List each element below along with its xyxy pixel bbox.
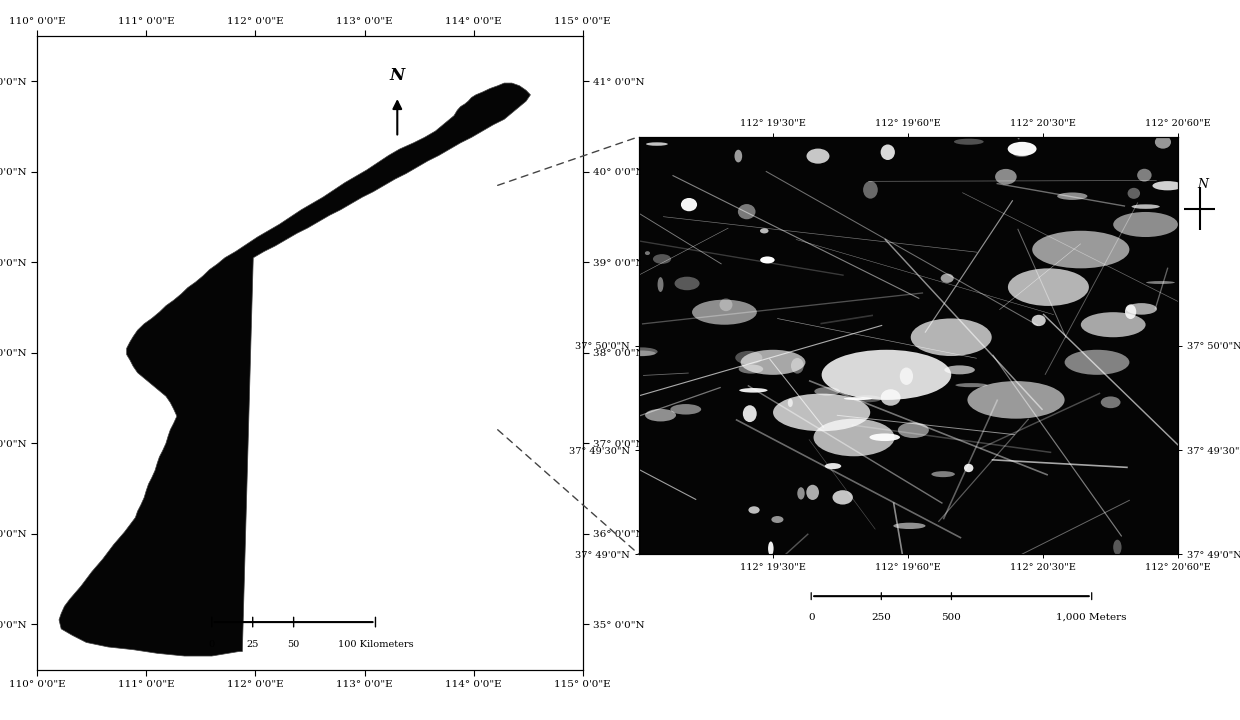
Ellipse shape bbox=[994, 169, 1017, 184]
Ellipse shape bbox=[735, 351, 763, 364]
Ellipse shape bbox=[739, 388, 768, 392]
Ellipse shape bbox=[1114, 212, 1178, 237]
Ellipse shape bbox=[1114, 540, 1121, 555]
Ellipse shape bbox=[1032, 315, 1045, 326]
Ellipse shape bbox=[760, 256, 775, 264]
Ellipse shape bbox=[773, 394, 870, 431]
Text: 500: 500 bbox=[941, 613, 961, 622]
Ellipse shape bbox=[825, 463, 841, 469]
Ellipse shape bbox=[806, 485, 818, 500]
Ellipse shape bbox=[822, 350, 951, 400]
Ellipse shape bbox=[880, 145, 895, 160]
Text: 250: 250 bbox=[872, 613, 892, 622]
Text: 0: 0 bbox=[808, 613, 815, 622]
Ellipse shape bbox=[653, 254, 671, 264]
Ellipse shape bbox=[657, 277, 663, 292]
Ellipse shape bbox=[1013, 150, 1029, 157]
Ellipse shape bbox=[692, 300, 756, 325]
Ellipse shape bbox=[625, 347, 657, 356]
Ellipse shape bbox=[880, 390, 900, 406]
Ellipse shape bbox=[945, 365, 975, 374]
Ellipse shape bbox=[734, 150, 743, 163]
Ellipse shape bbox=[893, 523, 925, 529]
Ellipse shape bbox=[815, 387, 839, 395]
Ellipse shape bbox=[719, 298, 733, 311]
Ellipse shape bbox=[898, 422, 929, 438]
Ellipse shape bbox=[738, 204, 755, 220]
Ellipse shape bbox=[625, 351, 656, 356]
Text: N: N bbox=[1198, 178, 1208, 191]
Ellipse shape bbox=[1126, 303, 1157, 315]
Text: 100 Kilometers: 100 Kilometers bbox=[337, 640, 413, 649]
Ellipse shape bbox=[1081, 312, 1146, 337]
Ellipse shape bbox=[863, 181, 878, 199]
Text: 1,000 Meters: 1,000 Meters bbox=[1056, 613, 1127, 622]
Ellipse shape bbox=[1132, 204, 1159, 209]
Ellipse shape bbox=[1146, 281, 1174, 284]
Ellipse shape bbox=[967, 381, 1065, 419]
Ellipse shape bbox=[931, 471, 955, 477]
Ellipse shape bbox=[797, 487, 805, 500]
Ellipse shape bbox=[900, 367, 913, 385]
Ellipse shape bbox=[954, 139, 983, 145]
Ellipse shape bbox=[1058, 192, 1087, 200]
Ellipse shape bbox=[645, 409, 676, 421]
Ellipse shape bbox=[645, 251, 650, 255]
Ellipse shape bbox=[963, 464, 973, 472]
Ellipse shape bbox=[1137, 168, 1152, 181]
Ellipse shape bbox=[941, 274, 954, 283]
Ellipse shape bbox=[768, 541, 774, 556]
Ellipse shape bbox=[910, 318, 992, 356]
Ellipse shape bbox=[1152, 181, 1183, 190]
Ellipse shape bbox=[787, 399, 792, 407]
Ellipse shape bbox=[1125, 305, 1136, 319]
Ellipse shape bbox=[1008, 269, 1089, 306]
Ellipse shape bbox=[832, 490, 853, 505]
Ellipse shape bbox=[646, 143, 668, 145]
Ellipse shape bbox=[955, 383, 987, 387]
Ellipse shape bbox=[1032, 231, 1130, 269]
Ellipse shape bbox=[743, 405, 756, 422]
Ellipse shape bbox=[1101, 397, 1121, 408]
Ellipse shape bbox=[1065, 350, 1130, 375]
Text: N: N bbox=[389, 66, 405, 84]
Ellipse shape bbox=[749, 506, 760, 513]
Text: 50: 50 bbox=[288, 640, 300, 649]
Text: 25: 25 bbox=[247, 640, 259, 649]
Text: 0: 0 bbox=[208, 640, 215, 649]
Ellipse shape bbox=[1127, 188, 1140, 199]
Ellipse shape bbox=[681, 198, 697, 211]
Ellipse shape bbox=[671, 404, 701, 415]
Ellipse shape bbox=[739, 364, 763, 374]
Ellipse shape bbox=[853, 395, 882, 402]
Ellipse shape bbox=[813, 419, 894, 456]
Ellipse shape bbox=[1008, 142, 1037, 156]
Ellipse shape bbox=[843, 397, 872, 400]
Ellipse shape bbox=[1154, 135, 1171, 148]
Ellipse shape bbox=[806, 148, 830, 163]
Ellipse shape bbox=[760, 228, 769, 233]
Ellipse shape bbox=[675, 276, 699, 290]
Ellipse shape bbox=[740, 350, 806, 375]
Ellipse shape bbox=[791, 358, 804, 374]
Ellipse shape bbox=[771, 516, 784, 523]
Polygon shape bbox=[60, 83, 531, 656]
Ellipse shape bbox=[869, 433, 900, 441]
